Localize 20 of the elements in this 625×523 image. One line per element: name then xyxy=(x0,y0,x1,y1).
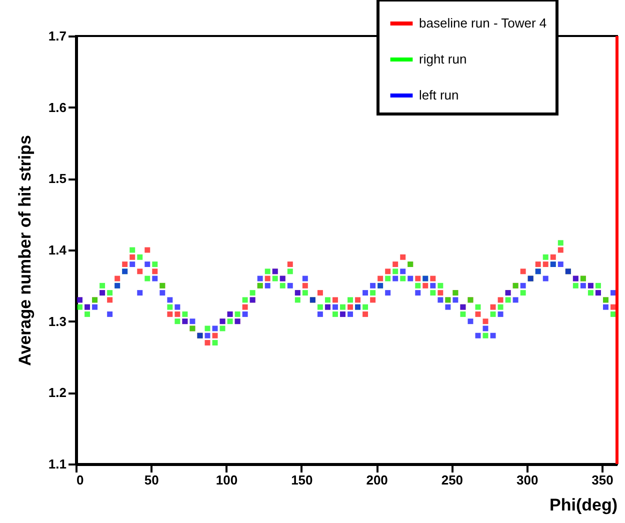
x-tick-label: 250 xyxy=(441,472,464,488)
y-tick-label: 1.5 xyxy=(48,171,66,186)
legend-label: right run xyxy=(419,52,467,66)
y-axis-title: Average number of hit strips xyxy=(15,135,34,366)
y-tick-label: 1.6 xyxy=(48,100,66,115)
legend-label: left run xyxy=(419,88,459,102)
x-tick-label: 300 xyxy=(516,472,538,488)
x-axis-title: Phi(deg) xyxy=(550,496,618,514)
x-tick-label: 100 xyxy=(216,472,238,488)
y-tick-label: 1.2 xyxy=(48,385,66,400)
y-tick-label: 1.1 xyxy=(48,456,66,472)
legend-label: baseline run - Tower 4 xyxy=(419,16,547,30)
x-tick-label: 200 xyxy=(366,472,388,488)
y-tick-label: 1.7 xyxy=(48,28,66,44)
y-tick-label: 1.4 xyxy=(48,242,68,258)
x-tick-label: 150 xyxy=(291,472,313,488)
y-tick-label: 1.3 xyxy=(48,314,66,329)
x-tick-label: 50 xyxy=(144,472,159,488)
x-tick-label: 350 xyxy=(592,472,614,488)
x-tick-label: 0 xyxy=(76,472,84,488)
